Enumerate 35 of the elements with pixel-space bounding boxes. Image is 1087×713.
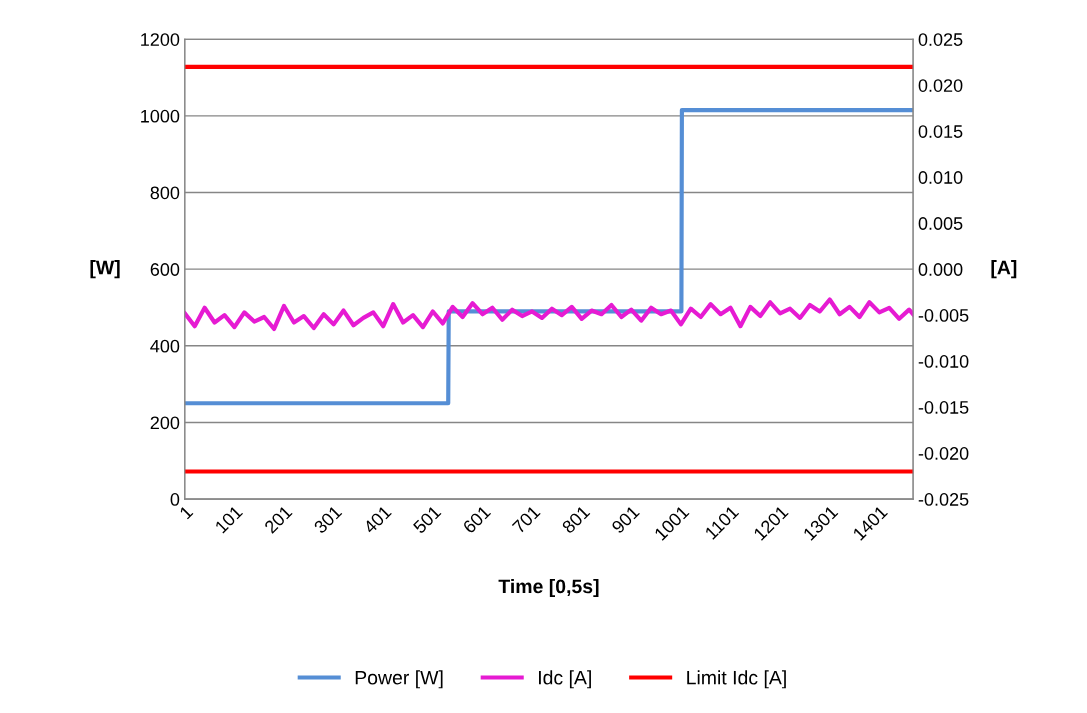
y2-tick-label: 0.025 xyxy=(918,33,963,46)
x-tick-label: 601 xyxy=(462,504,492,534)
line-series xyxy=(184,297,914,332)
y2-tick-label: 0.010 xyxy=(918,171,963,184)
x-tick-label: 201 xyxy=(263,504,293,534)
legend-label: Limit Idc [A] xyxy=(687,670,786,689)
y-tick-label: 0 xyxy=(170,493,180,506)
x-tick-label: 501 xyxy=(412,504,442,535)
y-tick-label: 600 xyxy=(150,263,180,276)
y2-tick-label: -0.010 xyxy=(918,355,969,368)
x-tick-label: 301 xyxy=(313,504,343,535)
y-axis-title: [W] xyxy=(90,260,120,279)
y2-tick-label: 0.015 xyxy=(918,125,963,138)
y2-tick-label: -0.020 xyxy=(918,447,969,460)
x-tick-label: 701 xyxy=(511,504,541,534)
y-tick-label: 1200 xyxy=(141,33,180,46)
y2-tick-label: -0.005 xyxy=(918,309,969,322)
y2-tick-label: 0.005 xyxy=(918,217,963,230)
x-tick-label: 401 xyxy=(362,504,392,535)
x-tick-label: 101 xyxy=(214,504,244,534)
x-tick-label: 901 xyxy=(610,504,641,535)
x-tick-label: 1 xyxy=(179,505,194,520)
y2-tick-label: -0.015 xyxy=(918,401,969,414)
y2-axis-title: [A] xyxy=(991,260,1017,279)
y-tick-label: 400 xyxy=(150,339,180,353)
x-axis-title: Time [0,5s] xyxy=(498,578,599,598)
y-tick-label: 200 xyxy=(150,416,180,430)
y2-tick-label: -0.025 xyxy=(918,493,969,506)
y-tick-label: 1000 xyxy=(141,109,180,123)
y2-tick-label: 0.000 xyxy=(918,263,963,276)
y2-tick-label: 0.020 xyxy=(918,79,963,92)
legend-label: Power [W] xyxy=(355,670,443,689)
x-tick-label: 801 xyxy=(561,504,591,535)
y-tick-label: 800 xyxy=(150,186,180,200)
legend-label: Idc [A] xyxy=(539,670,591,689)
